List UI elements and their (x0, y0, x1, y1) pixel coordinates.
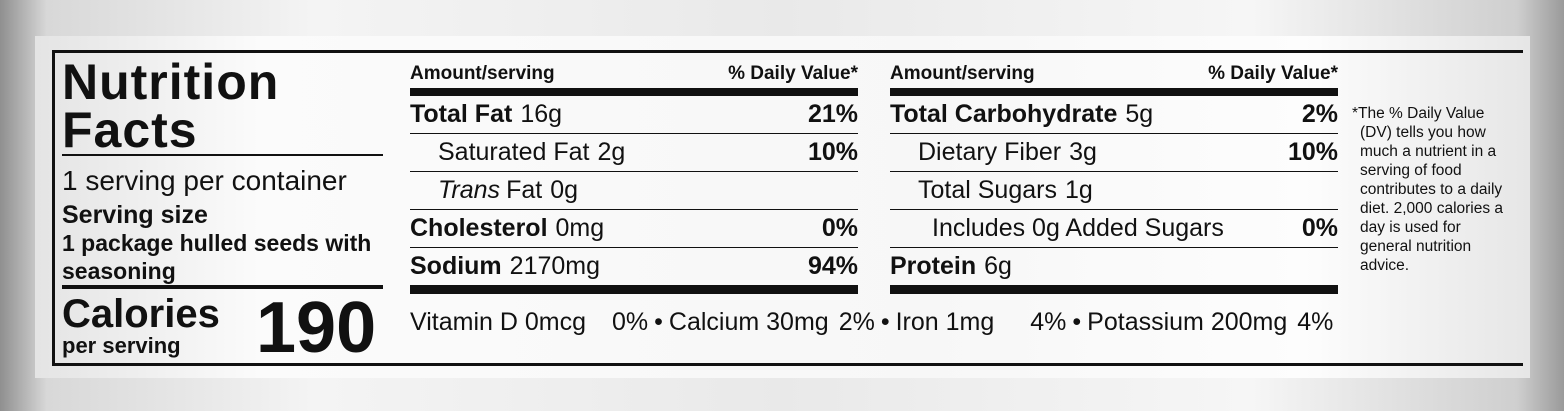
separator: • (880, 308, 890, 336)
nutrient-name: Total Carbohydrate (890, 100, 1118, 128)
nutrient-name: Saturated Fat (438, 138, 590, 166)
calories-value: 190 (256, 288, 377, 368)
nutrient-row: Sodium 2170mg 94% (410, 248, 858, 286)
nutrient-row: Total Carbohydrate 5g 2% (890, 96, 1338, 134)
nutrient-amount: 1g (1064, 176, 1093, 204)
divider (62, 154, 383, 156)
calories-sublabel: per serving (62, 333, 181, 358)
header-amount: Amount/serving (410, 63, 555, 84)
nutrient-name: Dietary Fiber (918, 138, 1062, 166)
nutrient-amount: 2170mg (509, 252, 601, 280)
footnote: *The % Daily Value (DV) tells you how mu… (1352, 105, 1504, 274)
nutrient-dv: 0% (1301, 214, 1338, 242)
divider (62, 285, 383, 289)
nutrient-label: Protein 6g (890, 252, 1012, 281)
thick-bar (890, 286, 1338, 294)
nutrient-row: Dietary Fiber 3g 10% (890, 134, 1338, 172)
vitamin-name: Potassium 200mg (1087, 308, 1288, 336)
nutrient-amount: 5g (1125, 100, 1154, 128)
nutrient-label: Total Sugars 1g (890, 176, 1093, 205)
title: Nutrition Facts (62, 54, 280, 158)
serving-size-label: Serving size (62, 201, 208, 229)
nutrient-row: Trans Fat 0g (410, 172, 858, 210)
nutrient-dv: 2% (1301, 100, 1338, 128)
nutrient-name: Total Sugars (918, 176, 1057, 204)
thick-bar (890, 88, 1338, 96)
nutrient-label: Cholesterol 0mg (410, 214, 604, 243)
column-header: Amount/serving % Daily Value* (890, 60, 1338, 88)
vitamin-dv: 4% (1030, 308, 1067, 336)
nutrient-row: Cholesterol 0mg 0% (410, 210, 858, 248)
nutrient-dv: 94% (807, 252, 858, 280)
nutrient-name: Total Fat (410, 100, 513, 128)
nutrient-prefix: Trans (438, 176, 501, 204)
nutrient-name: Includes 0g Added Sugars (932, 214, 1224, 242)
nutrient-dv: 10% (807, 138, 858, 166)
nutrient-amount: 16g (520, 100, 563, 128)
nutrient-amount: 6g (984, 252, 1012, 280)
vitamin-name: Vitamin D 0mcg (410, 308, 586, 336)
nutrient-name: Sodium (410, 252, 502, 280)
nutrient-name: Cholesterol (410, 214, 548, 242)
nutrient-amount: 0mg (555, 214, 605, 242)
vitamin-name: Iron 1mg (895, 308, 995, 336)
nutrient-amount: 2g (597, 138, 626, 166)
nutrient-amount: 3g (1069, 138, 1097, 166)
nutrient-label: Dietary Fiber 3g (890, 138, 1097, 167)
nutrient-row: Total Fat 16g 21% (410, 96, 858, 134)
nutrient-row: Protein 6g (890, 248, 1338, 286)
vitamin-name: Calcium 30mg (668, 308, 829, 336)
separator: • (1072, 308, 1082, 336)
column-header: Amount/serving % Daily Value* (410, 60, 858, 88)
nutrient-row: Total Sugars 1g (890, 172, 1338, 210)
nutrient-label: Sodium 2170mg (410, 252, 600, 281)
thick-bar (410, 88, 858, 96)
serving-size: 1 package hulled seeds with seasoning (62, 230, 372, 284)
nutrient-row: Saturated Fat 2g 10% (410, 134, 858, 172)
thick-bar (410, 286, 858, 294)
vitamin-dv: 4% (1297, 308, 1334, 336)
nutrient-amount: 0g (550, 176, 578, 204)
nutrient-label: Total Fat 16g (410, 100, 562, 129)
nutrient-name: Fat (506, 176, 543, 204)
separator: • (654, 308, 663, 336)
header-amount: Amount/serving (890, 63, 1035, 84)
nutrient-column: Amount/serving % Daily Value* Total Carboh… (890, 60, 1338, 294)
nutrient-dv: 0% (821, 214, 858, 242)
header-dv: % Daily Value* (1208, 63, 1338, 84)
nutrient-label: Includes 0g Added Sugars (890, 214, 1224, 243)
nutrient-row: Includes 0g Added Sugars 0% (890, 210, 1338, 248)
nutrient-label: Trans Fat 0g (410, 176, 578, 205)
nutrient-dv: 10% (1287, 138, 1338, 166)
nutrient-name: Protein (890, 252, 977, 280)
vitamin-dv: 0% (612, 308, 649, 336)
vitamin-dv: 2% (838, 308, 875, 336)
nutrient-label: Saturated Fat 2g (410, 138, 625, 167)
header-dv: % Daily Value* (728, 63, 858, 84)
label-border (52, 50, 1523, 366)
nutrient-dv: 21% (807, 100, 858, 128)
nutrient-label: Total Carbohydrate 5g (890, 100, 1153, 129)
vitamins: Vitamin D 0mcg 0% • Calcium 30mg 2% • Iron 1mg… (410, 308, 1333, 337)
servings-per-container: 1 serving per container (62, 165, 347, 196)
nutrient-column: Amount/serving % Daily Value* Total Fat 16g… (410, 60, 858, 294)
calories-label: Calories (62, 292, 220, 336)
